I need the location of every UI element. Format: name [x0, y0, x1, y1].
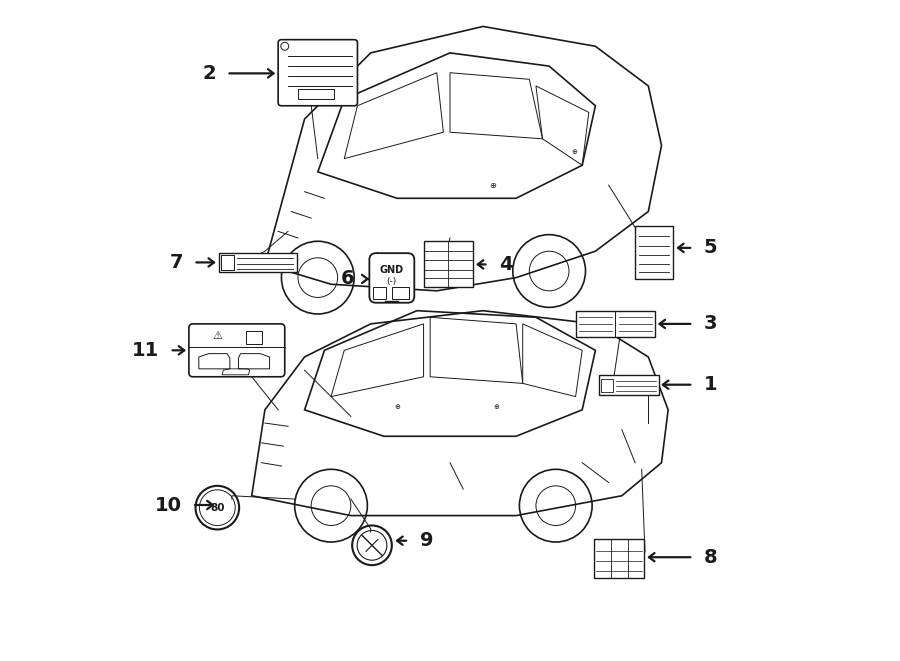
Bar	[392, 287, 409, 299]
Text: GND: GND	[380, 264, 404, 275]
Text: 8: 8	[704, 548, 717, 566]
Text: 7: 7	[169, 253, 183, 272]
Text: ⊕: ⊕	[572, 149, 577, 155]
FancyBboxPatch shape	[189, 324, 284, 377]
Bar	[219, 253, 297, 272]
Text: 5: 5	[704, 239, 717, 257]
Bar	[424, 241, 473, 287]
FancyBboxPatch shape	[278, 40, 357, 106]
Text: 9: 9	[419, 531, 433, 550]
Text: ⊕: ⊕	[490, 180, 497, 190]
Text: 10: 10	[155, 496, 182, 514]
Bar	[247, 330, 262, 344]
Text: 80: 80	[210, 502, 225, 513]
Text: 1: 1	[704, 375, 717, 394]
Bar	[298, 89, 334, 99]
Bar	[373, 287, 386, 299]
Bar	[599, 375, 659, 395]
Text: 4: 4	[499, 255, 512, 274]
FancyBboxPatch shape	[369, 253, 414, 303]
Text: 3: 3	[704, 315, 717, 333]
Bar	[635, 226, 673, 279]
Bar	[594, 539, 644, 578]
Text: ⚠: ⚠	[212, 330, 222, 341]
Text: 2: 2	[202, 64, 216, 83]
Text: (-): (-)	[387, 277, 397, 286]
Text: 6: 6	[341, 270, 355, 288]
Bar	[576, 311, 655, 337]
Text: ⊕: ⊕	[394, 403, 400, 410]
Text: 11: 11	[132, 341, 159, 360]
Text: ⊕: ⊕	[493, 403, 500, 410]
Bar	[220, 255, 234, 270]
Bar	[600, 379, 613, 392]
